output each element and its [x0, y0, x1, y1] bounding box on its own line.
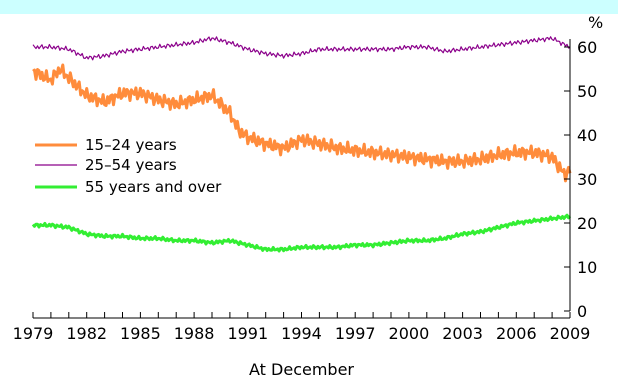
series-layer	[31, 36, 572, 253]
top-band	[0, 0, 618, 14]
x-tick-label: 1988	[174, 324, 215, 343]
x-tick-label: 1979	[13, 324, 54, 343]
x-tick-label: 1997	[335, 324, 376, 343]
x-tick-label: 1991	[227, 324, 268, 343]
y-tick-label: 40	[577, 126, 597, 145]
x-tick-label: 2009	[550, 324, 591, 343]
x-tick-label: 2000	[389, 324, 430, 343]
legend-label: 15–24 years	[85, 136, 177, 154]
legend-label: 55 years and over	[85, 178, 222, 196]
y-tick-label: 10	[577, 258, 597, 277]
x-tick-label: 1985	[120, 324, 161, 343]
x-tick-label: 1982	[66, 324, 107, 343]
y-tick-label: 20	[577, 214, 597, 233]
y-tick-label: 60	[577, 38, 597, 57]
x-tick-label: 2006	[496, 324, 537, 343]
x-tick-label: 2003	[442, 324, 483, 343]
series-line-2	[32, 36, 571, 61]
y-tick-label: 0	[577, 302, 587, 321]
y-axis-label: %	[588, 13, 603, 32]
legend: 15–24 years 25–54 years 55 years and over	[35, 136, 222, 196]
x-tick-label: 1994	[281, 324, 322, 343]
legend-label: 25–54 years	[85, 156, 177, 174]
series-line-1	[32, 63, 572, 183]
y-tick-group: 0 10 20 30 40 50 60	[564, 38, 597, 321]
x-axis-label: At December	[249, 360, 354, 379]
y-tick-label: 30	[577, 170, 597, 189]
x-tick-group: 1979 1982 1985 1988 1991 1994 1997 2000 2003 2006…	[13, 312, 591, 343]
y-tick-label: 50	[577, 82, 597, 101]
series-line-3	[31, 213, 572, 253]
